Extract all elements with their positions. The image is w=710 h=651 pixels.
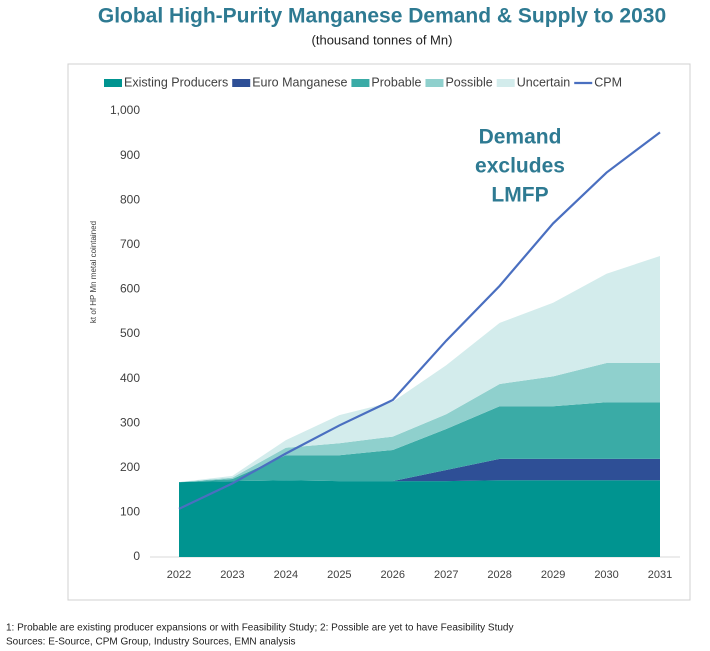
area (179, 402, 660, 483)
area (179, 480, 660, 557)
x-tick-label: 2024 (274, 569, 298, 581)
legend-swatch (496, 79, 515, 87)
legend-label: Existing Producers (124, 75, 228, 89)
legend-label: Probable (371, 75, 421, 89)
y-tick-label: 200 (120, 460, 140, 474)
legend-label: Euro Manganese (252, 75, 347, 89)
footnote: Sources: E-Source, CPM Group, Industry S… (6, 637, 296, 648)
y-tick-label: 100 (120, 505, 140, 519)
chart-frame (67, 63, 691, 601)
legend-swatch (232, 79, 251, 87)
area (179, 458, 660, 483)
x-tick-label: 2025 (327, 569, 351, 581)
legend-label: Possible (445, 75, 492, 89)
chart-subtitle: (thousand tonnes of Mn) (312, 32, 453, 47)
line (178, 131, 661, 510)
y-tick-label: 300 (120, 415, 140, 429)
annotation: Demand (479, 126, 562, 149)
annotation: excludes (475, 155, 565, 178)
x-tick-label: 2029 (541, 569, 565, 581)
chart-title: Global High-Purity Manganese Demand & Su… (98, 5, 666, 28)
y-axis-label: kt of HP Mn metal cointained (89, 221, 98, 323)
x-tick-label: 2028 (487, 569, 511, 581)
y-tick-label: 900 (120, 148, 140, 162)
y-tick-label: 0 (133, 549, 140, 563)
y-tick-label: 500 (120, 326, 140, 340)
x-tick-label: 2031 (648, 569, 672, 581)
legend-label: CPM (594, 75, 622, 89)
annotation: LMFP (491, 184, 548, 207)
legend-swatch (351, 79, 370, 87)
y-tick-label: 600 (120, 282, 140, 296)
legend-swatch (104, 79, 122, 87)
y-tick-label: 400 (120, 371, 140, 385)
x-tick-label: 2023 (220, 569, 244, 581)
footnote: 1: Probable are existing producer expans… (6, 623, 514, 634)
area (179, 362, 660, 483)
x-tick-label: 2022 (167, 569, 191, 581)
x-tick-label: 2030 (594, 569, 618, 581)
legend-swatch (425, 79, 444, 87)
y-tick-label: 700 (120, 237, 140, 251)
y-tick-label: 800 (120, 192, 140, 206)
x-tick-label: 2027 (434, 569, 458, 581)
legend-label: Uncertain (517, 75, 571, 89)
area (179, 255, 660, 483)
x-tick-label: 2026 (381, 569, 405, 581)
y-tick-label: 1,000 (110, 103, 140, 117)
